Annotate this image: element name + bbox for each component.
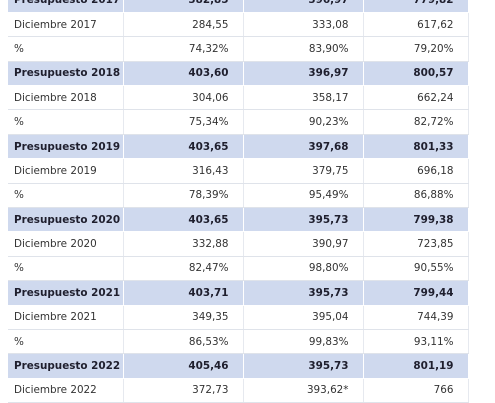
- cell-value: 403,60: [123, 61, 244, 87]
- cell-total: 800,57: [363, 61, 469, 87]
- cell-value: 393,62*: [243, 378, 364, 403]
- cell-value: 379,75: [243, 158, 364, 184]
- cell-total: 93,11%: [363, 329, 469, 355]
- row-label: Diciembre 2022: [8, 378, 124, 403]
- cell-total: 662,24: [363, 85, 469, 111]
- cell-value: 397,68: [243, 134, 364, 160]
- row-label: Diciembre 2020: [8, 231, 124, 257]
- row-label: Diciembre 2018: [8, 85, 124, 111]
- table-row: Presupuesto 2017 382,85 396,97 779,82: [8, 0, 469, 13]
- cell-total: 801,19: [363, 353, 469, 379]
- cell-value: 75,34%: [123, 109, 244, 135]
- table-row: % 74,32% 83,90% 79,20%: [8, 36, 469, 62]
- budget-table-container: Presupuesto 2017 382,85 396,97 779,82 Di…: [8, 0, 469, 403]
- cell-value: 82,47%: [123, 256, 244, 282]
- cell-total: 744,39: [363, 305, 469, 330]
- cell-value: 99,83%: [243, 329, 364, 355]
- cell-value: 403,71: [123, 280, 244, 306]
- cell-value: 403,65: [123, 207, 244, 233]
- row-label: Presupuesto 2017: [8, 0, 124, 13]
- cell-total: 86,88%: [363, 183, 469, 209]
- cell-value: 395,73: [243, 280, 364, 306]
- cell-value: 395,73: [243, 207, 364, 233]
- cell-value: 396,97: [243, 0, 364, 13]
- row-label: %: [8, 109, 124, 135]
- cell-value: 78,39%: [123, 183, 244, 209]
- cell-value: 332,88: [123, 231, 244, 257]
- row-label: %: [8, 256, 124, 282]
- cell-value: 395,73: [243, 353, 364, 379]
- row-label: Presupuesto 2019: [8, 134, 124, 160]
- cell-value: 382,85: [123, 0, 244, 13]
- table-row: % 82,47% 98,80% 90,55%: [8, 256, 469, 282]
- row-label: Presupuesto 2018: [8, 61, 124, 87]
- table-row: Diciembre 2019 316,43 379,75 696,18: [8, 158, 469, 184]
- cell-total: 82,72%: [363, 109, 469, 135]
- cell-total: 723,85: [363, 231, 469, 257]
- cell-value: 90,23%: [243, 109, 364, 135]
- cell-total: 799,38: [363, 207, 469, 233]
- table-row: Diciembre 2018 304,06 358,17 662,24: [8, 85, 469, 111]
- row-label: %: [8, 36, 124, 62]
- row-label: Diciembre 2021: [8, 305, 124, 330]
- cell-value: 86,53%: [123, 329, 244, 355]
- table-row: Diciembre 2022 372,73 393,62* 766: [8, 378, 469, 403]
- cell-value: 403,65: [123, 134, 244, 160]
- cell-total: 801,33: [363, 134, 469, 160]
- cell-total: 766: [363, 378, 469, 403]
- cell-value: 83,90%: [243, 36, 364, 62]
- cell-value: 333,08: [243, 12, 364, 38]
- table-row: Diciembre 2020 332,88 390,97 723,85: [8, 231, 469, 257]
- cell-value: 316,43: [123, 158, 244, 184]
- cell-value: 405,46: [123, 353, 244, 379]
- cell-total: 696,18: [363, 158, 469, 184]
- cell-value: 74,32%: [123, 36, 244, 62]
- table-row: Presupuesto 2020 403,65 395,73 799,38: [8, 207, 469, 233]
- cell-total: 90,55%: [363, 256, 469, 282]
- cell-value: 390,97: [243, 231, 364, 257]
- cell-total: 79,20%: [363, 36, 469, 62]
- cell-total: 799,44: [363, 280, 469, 306]
- table-row: Presupuesto 2018 403,60 396,97 800,57: [8, 61, 469, 87]
- table-row: Presupuesto 2021 403,71 395,73 799,44: [8, 280, 469, 306]
- table-row: Diciembre 2021 349,35 395,04 744,39: [8, 305, 469, 330]
- cell-value: 98,80%: [243, 256, 364, 282]
- cell-total: 779,82: [363, 0, 469, 13]
- row-label: %: [8, 329, 124, 355]
- cell-value: 284,55: [123, 12, 244, 38]
- cell-value: 395,04: [243, 305, 364, 330]
- table-row: Presupuesto 2022 405,46 395,73 801,19: [8, 353, 469, 379]
- cell-total: 617,62: [363, 12, 469, 38]
- table-row: % 86,53% 99,83% 93,11%: [8, 329, 469, 355]
- cell-value: 95,49%: [243, 183, 364, 209]
- table-row: % 75,34% 90,23% 82,72%: [8, 109, 469, 135]
- row-label: Presupuesto 2020: [8, 207, 124, 233]
- cell-value: 358,17: [243, 85, 364, 111]
- table-row: Diciembre 2017 284,55 333,08 617,62: [8, 12, 469, 38]
- cell-value: 304,06: [123, 85, 244, 111]
- row-label: Diciembre 2017: [8, 12, 124, 38]
- table-row: Presupuesto 2019 403,65 397,68 801,33: [8, 134, 469, 160]
- budget-table: Presupuesto 2017 382,85 396,97 779,82 Di…: [8, 0, 469, 403]
- cell-value: 349,35: [123, 305, 244, 330]
- table-row: % 78,39% 95,49% 86,88%: [8, 183, 469, 209]
- row-label: Presupuesto 2022: [8, 353, 124, 379]
- cell-value: 396,97: [243, 61, 364, 87]
- row-label: %: [8, 183, 124, 209]
- cell-value: 372,73: [123, 378, 244, 403]
- row-label: Presupuesto 2021: [8, 280, 124, 306]
- row-label: Diciembre 2019: [8, 158, 124, 184]
